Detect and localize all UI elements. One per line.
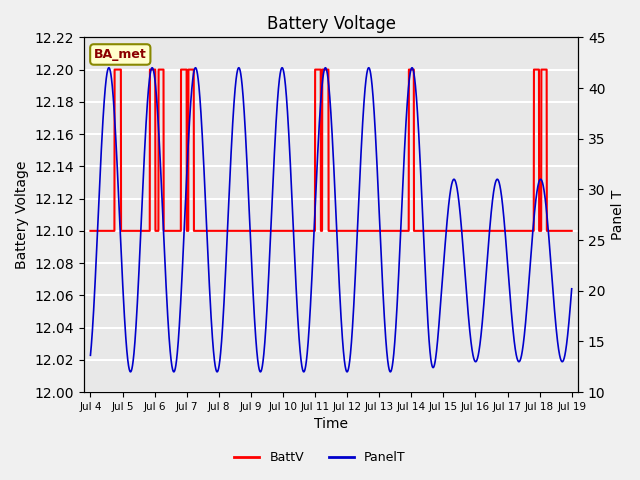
Y-axis label: Panel T: Panel T	[611, 190, 625, 240]
Title: Battery Voltage: Battery Voltage	[267, 15, 396, 33]
X-axis label: Time: Time	[314, 418, 348, 432]
Legend: BattV, PanelT: BattV, PanelT	[229, 446, 411, 469]
Y-axis label: Battery Voltage: Battery Voltage	[15, 160, 29, 269]
Text: BA_met: BA_met	[94, 48, 147, 61]
